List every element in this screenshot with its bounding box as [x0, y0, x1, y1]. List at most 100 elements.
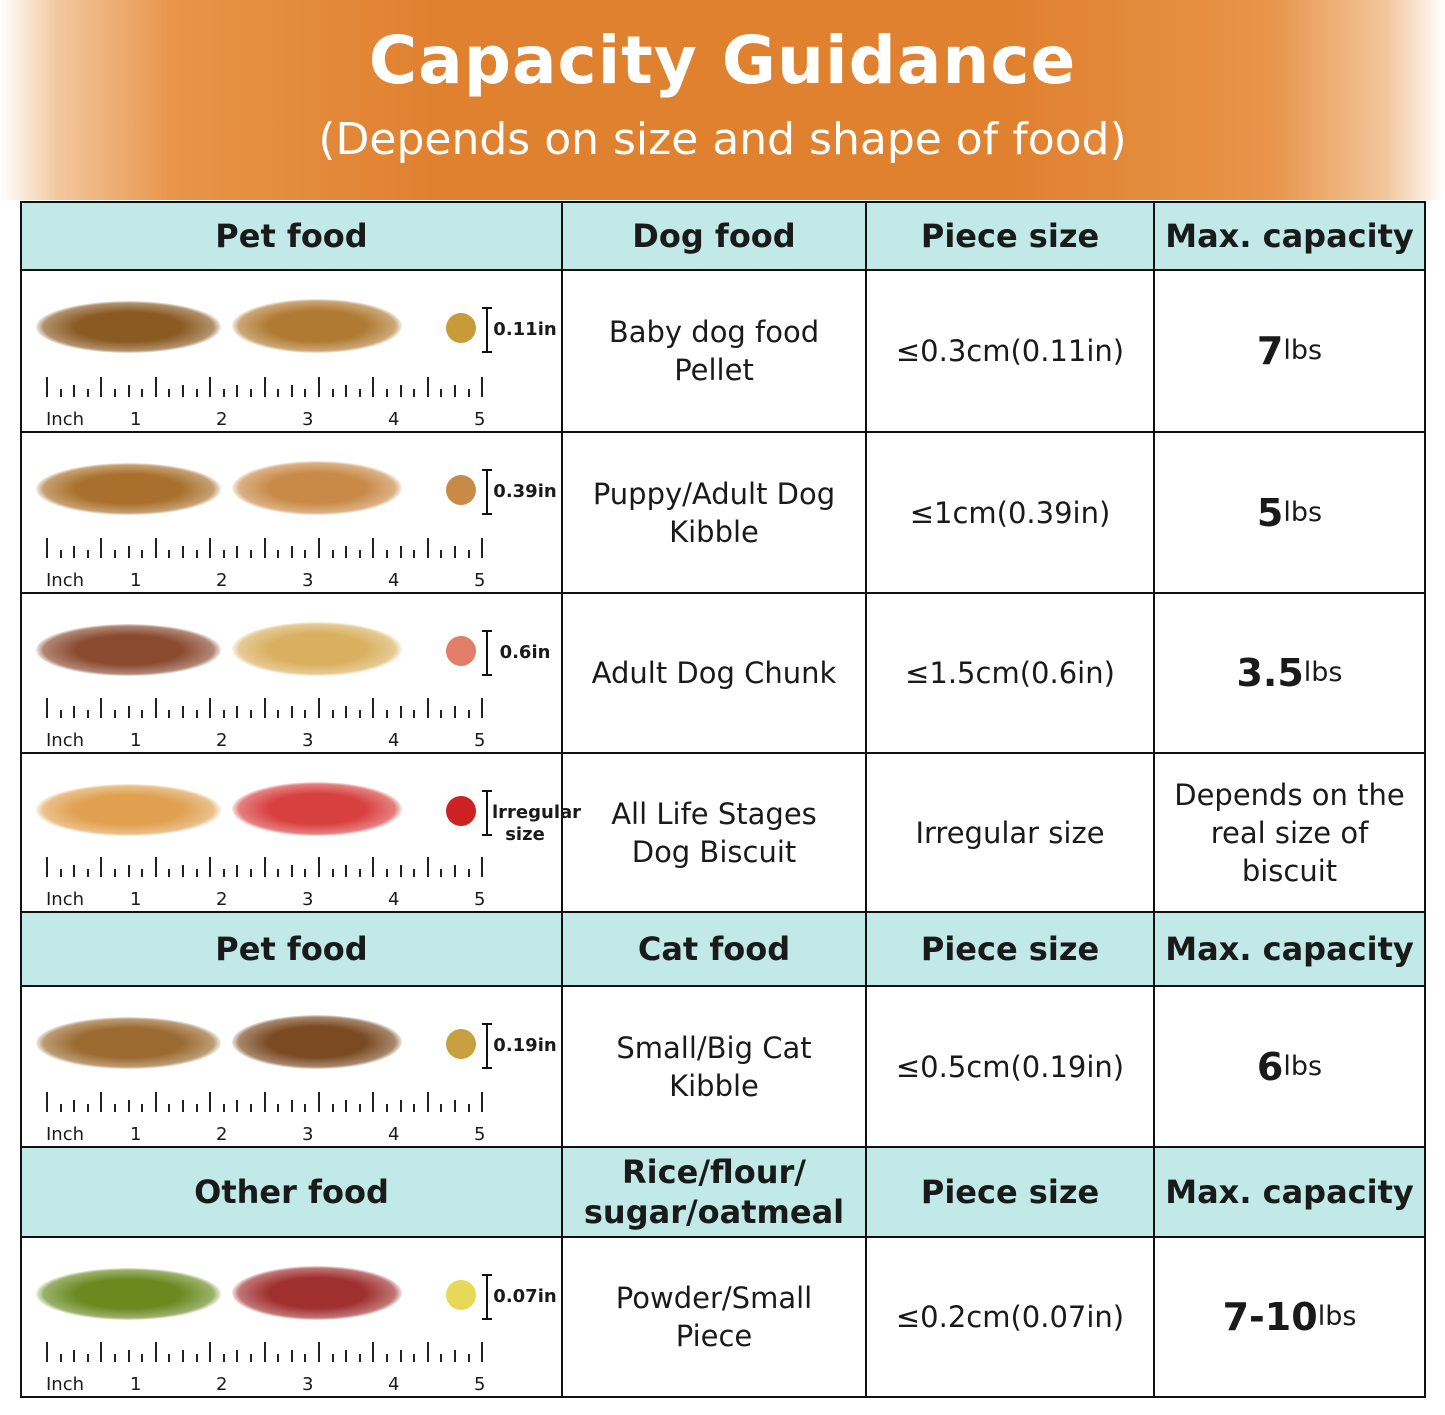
ruler-tick: [426, 698, 429, 718]
page-subtitle: (Depends on size and shape of food): [318, 114, 1127, 165]
ruler-tick-label: 2: [216, 1124, 228, 1145]
ruler-tick: [263, 538, 266, 558]
ruler-tick: [345, 1100, 348, 1112]
ruler-tick-label: 2: [216, 1374, 228, 1395]
food-pile-image: [232, 299, 402, 353]
ruler-tick: [141, 1354, 144, 1362]
size-bracket-icon: [482, 630, 496, 676]
ruler-tick: [114, 550, 116, 558]
food-pile-image: [232, 1266, 402, 1320]
food-pile-image: [232, 1015, 402, 1069]
ruler-tick: [318, 857, 320, 877]
ruler-tick: [440, 869, 443, 877]
ruler-tick: [86, 1104, 89, 1112]
ruler-tick: [440, 1354, 443, 1362]
size-bracket-icon: [482, 790, 496, 836]
column-header: Dog food: [563, 203, 867, 269]
food-pile-image: [36, 1017, 221, 1069]
ruler-tick: [318, 1092, 320, 1112]
ruler-tick: [277, 1104, 280, 1112]
ruler-tick: [277, 550, 280, 558]
ruler-tick: [154, 857, 157, 877]
ruler-tick: [209, 1342, 212, 1362]
ruler-tick: [154, 538, 157, 558]
ruler-unit-label: Inch: [46, 889, 85, 910]
ruler-tick: [454, 1100, 456, 1112]
piece-size-cell: ≤1.5cm(0.6in): [867, 594, 1155, 752]
inch-ruler: Inch 1 2 3 4 5: [46, 1342, 486, 1395]
ruler-tick: [386, 389, 388, 397]
ruler-unit-label: Inch: [46, 1374, 85, 1395]
inch-ruler: Inch 1 2 3 4 5: [46, 377, 486, 430]
ruler-tick: [236, 1350, 239, 1362]
ruler-tick: [372, 538, 375, 558]
column-header: Piece size: [867, 203, 1155, 269]
food-pile-image: [36, 301, 221, 353]
ruler-tick-label: 1: [130, 889, 142, 910]
ruler-tick: [127, 385, 130, 397]
ruler-tick-label: 2: [216, 409, 228, 430]
table-row: 0.19in Inch 1 2 3 4 5 Small/Big Cat Kibble ≤0.5c…: [22, 987, 1424, 1148]
ruler-tick: [426, 538, 429, 558]
max-capacity-cell: Depends on the real size of biscuit: [1174, 777, 1405, 888]
ruler-tick-label: 5: [474, 1124, 486, 1145]
ruler-tick: [46, 377, 48, 397]
ruler-tick: [263, 1092, 266, 1112]
ruler-tick: [182, 546, 184, 558]
ruler-tick: [467, 1104, 470, 1112]
ruler-tick: [250, 710, 252, 718]
ruler-tick-label: 4: [388, 1124, 400, 1145]
column-header: Max. capacity: [1165, 1173, 1414, 1211]
ruler-tick: [372, 698, 375, 718]
ruler-tick: [358, 869, 361, 877]
ruler-tick: [277, 869, 280, 877]
capacity-value: 7: [1256, 329, 1284, 373]
ruler-tick: [426, 377, 429, 397]
food-image-cell: 0.39in Inch 1 2 3 4 5: [22, 433, 563, 592]
ruler-tick: [277, 389, 280, 397]
ruler-tick-label: 3: [302, 1124, 314, 1145]
ruler-tick: [372, 857, 375, 877]
food-pile-image: [36, 624, 221, 676]
ruler-tick: [386, 1104, 388, 1112]
title-banner: Capacity Guidance (Depends on size and s…: [0, 0, 1445, 200]
ruler-tick: [413, 869, 416, 877]
ruler-tick: [236, 706, 239, 718]
ruler-tick: [331, 869, 334, 877]
ruler-tick: [73, 1100, 76, 1112]
ruler-tick: [141, 550, 144, 558]
capacity-table: Pet food Dog food Piece size Max. capacity 0…: [20, 201, 1426, 1398]
ruler-tick: [467, 550, 470, 558]
ruler-tick: [304, 1104, 307, 1112]
ruler-tick: [209, 538, 212, 558]
ruler-tick: [73, 385, 76, 397]
ruler-tick: [73, 865, 76, 877]
ruler-tick: [209, 377, 212, 397]
ruler-tick: [386, 1354, 388, 1362]
ruler-tick: [481, 1092, 484, 1112]
capacity-value: 6: [1256, 1044, 1284, 1089]
column-header: Pet food: [22, 203, 563, 269]
ruler-tick: [73, 546, 76, 558]
column-header: Max. capacity: [1165, 930, 1414, 968]
ruler-tick: [345, 1350, 348, 1362]
ruler-tick: [168, 710, 171, 718]
ruler-tick: [59, 869, 62, 877]
ruler-tick: [236, 1100, 239, 1112]
ruler-tick: [467, 710, 470, 718]
ruler-tick: [454, 865, 456, 877]
ruler-tick: [263, 1342, 266, 1362]
ruler-tick: [86, 1354, 89, 1362]
ruler-tick: [304, 389, 307, 397]
inch-ruler: Inch 1 2 3 4 5: [46, 857, 486, 910]
ruler-tick: [290, 706, 293, 718]
ruler-tick: [331, 1104, 334, 1112]
size-bracket-icon: [482, 1274, 496, 1320]
food-pile-image: [36, 784, 221, 836]
ruler-tick: [318, 538, 320, 558]
ruler-tick-label: 5: [474, 1374, 486, 1395]
ruler-tick: [127, 1350, 130, 1362]
ruler-tick-label: 5: [474, 730, 486, 751]
ruler-tick-label: 1: [130, 570, 142, 591]
ruler-tick-label: 1: [130, 409, 142, 430]
